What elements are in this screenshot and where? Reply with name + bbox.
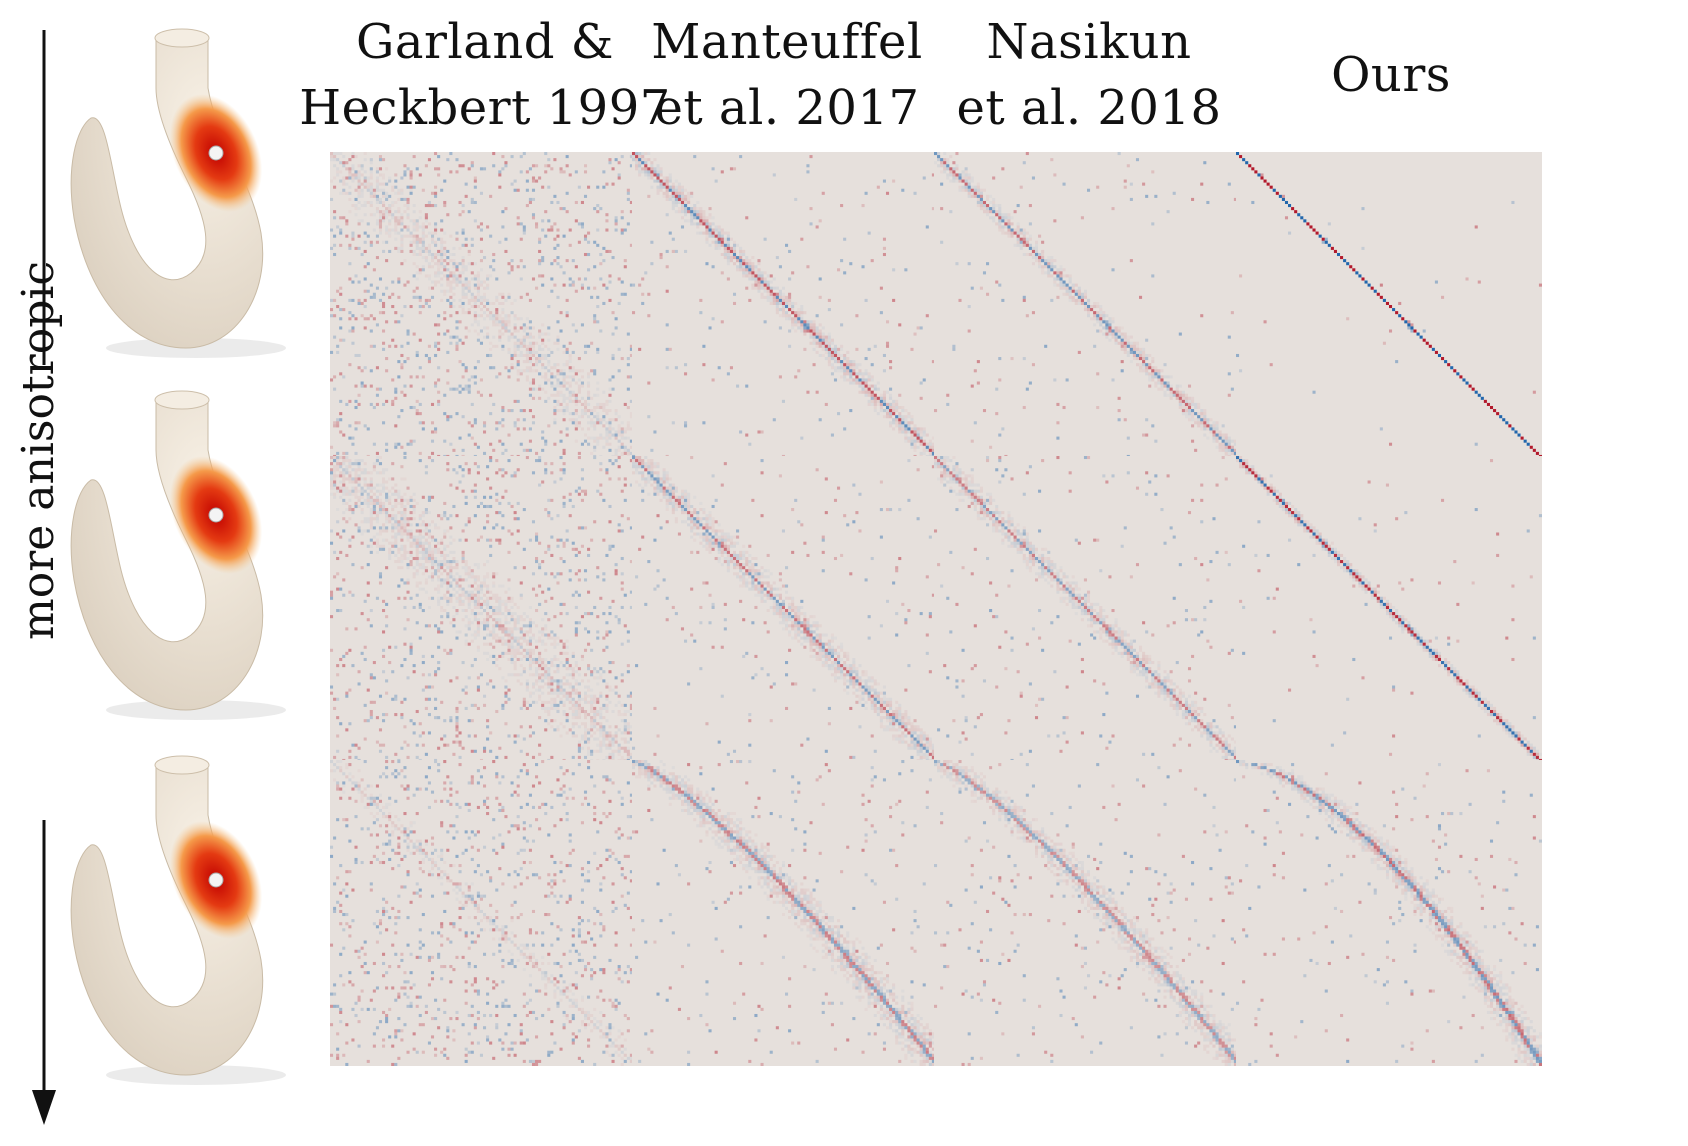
column-header-nasikun: Nasikun et al. 2018 [956,14,1222,136]
column-header-manteuffel: Manteuffel et al. 2017 [651,14,923,136]
mesh-row-3 [70,755,287,1086]
matrix-panel [1236,456,1542,762]
matrix-panel [632,456,938,762]
matrix-panel [934,456,1240,762]
column-header-garland: Garland & Heckbert 1997 [299,14,671,136]
matrix-panel [632,760,938,1066]
anisotropy-arrow [32,30,56,1125]
mesh-row-1 [70,28,287,359]
mesh-row-2 [70,390,287,721]
matrix-panel [934,152,1240,458]
matrix-panel [1236,760,1542,1066]
matrix-panel [934,760,1240,1066]
column-header-ours: Ours [1331,47,1451,103]
axis-label: more anisotropic [13,260,64,640]
matrix-panel [1236,152,1542,458]
arrow-head [32,1090,56,1125]
matrix-panel [330,760,636,1066]
matrix-panel [330,152,636,458]
matrix-panel [330,456,636,762]
matrix-panel [632,152,938,458]
